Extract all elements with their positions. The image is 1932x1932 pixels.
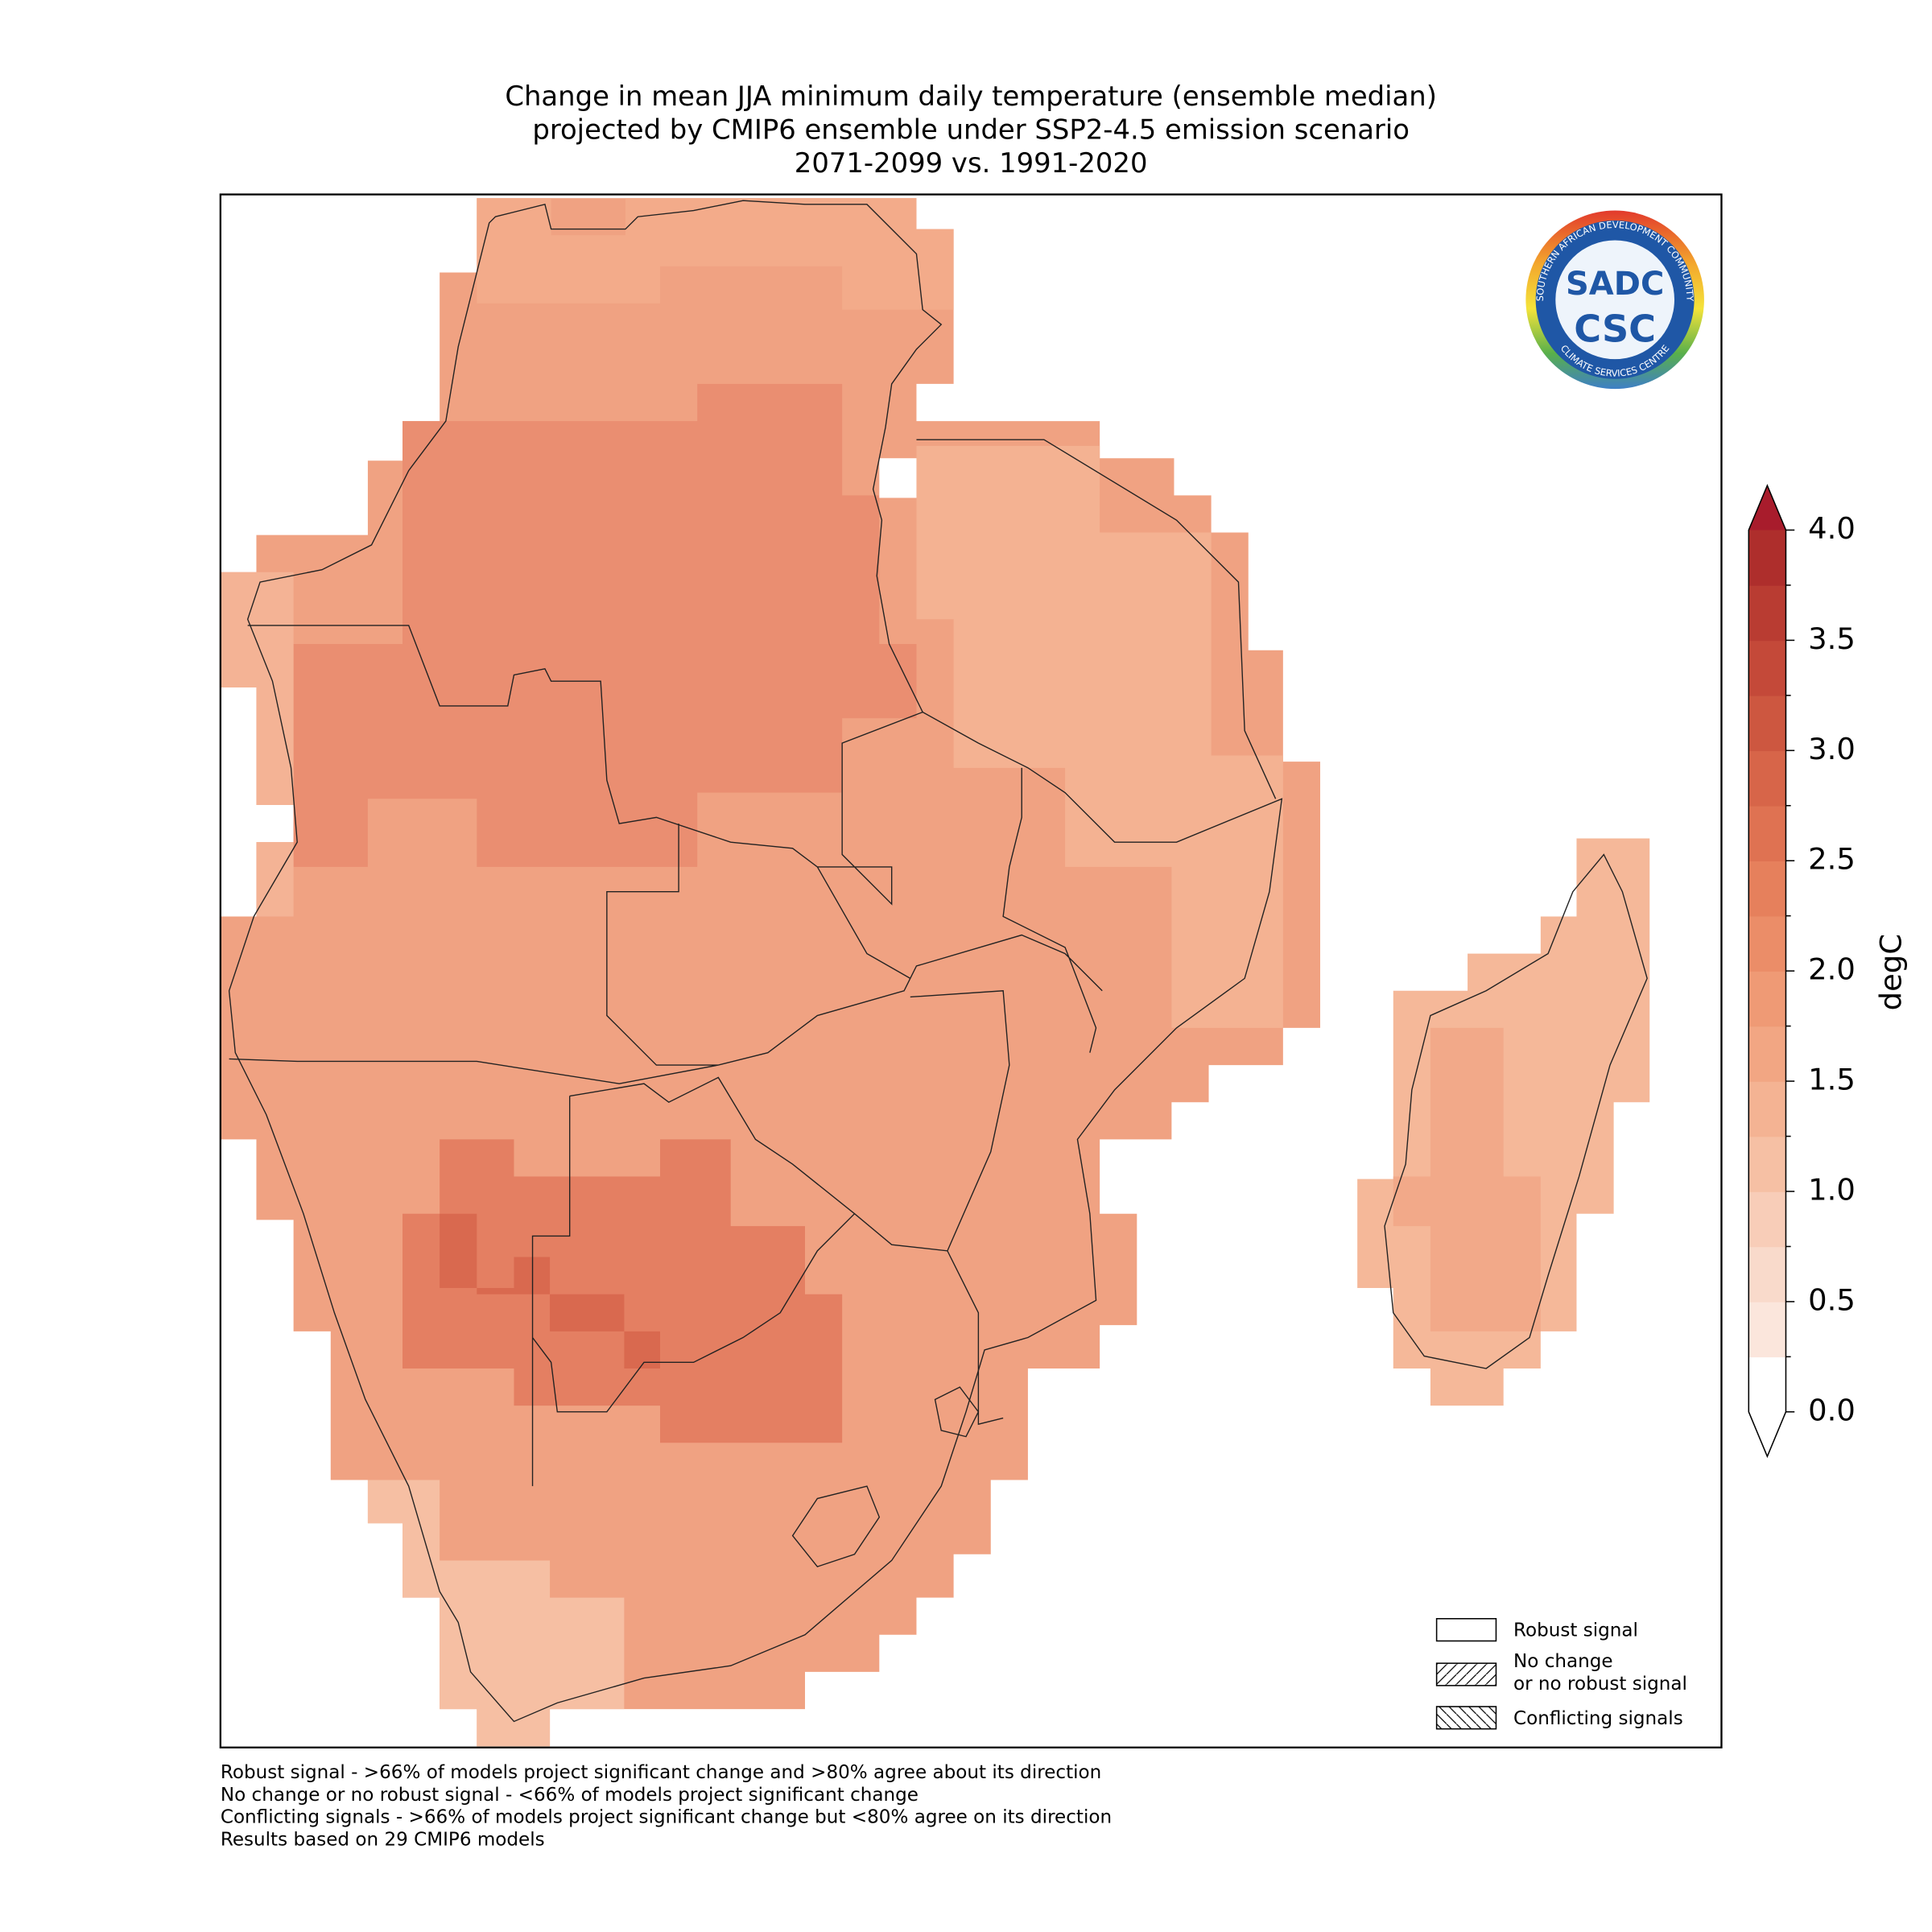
legend-label: Robust signal	[1513, 1620, 1638, 1641]
logo-center	[1555, 240, 1674, 360]
north-zone	[477, 198, 954, 310]
colorbar-extend-over	[1748, 485, 1786, 530]
colorbar-bin	[1748, 1081, 1786, 1137]
legend-swatch	[1435, 1618, 1497, 1642]
logo-sadc: SADC	[1566, 266, 1664, 303]
colorbar-bin	[1748, 1191, 1786, 1248]
colorbar-bin	[1748, 1356, 1786, 1413]
colorbar-bin	[1748, 1246, 1786, 1302]
colorbar-bin	[1748, 1026, 1786, 1082]
colorbar-bin	[1748, 530, 1786, 586]
legend: Robust signal No change or no robust sig…	[1435, 1618, 1687, 1730]
colorbar-bin	[1748, 640, 1786, 696]
legend-swatch	[1435, 1706, 1497, 1730]
colorbar-tick-label: 1.0	[1808, 1173, 1856, 1208]
west-coast-zone	[220, 572, 294, 917]
colorbar-tick-label: 0.5	[1808, 1282, 1856, 1317]
footnote: Results based on 29 CMIP6 models	[221, 1829, 545, 1850]
colorbar-tick-label: 1.5	[1808, 1063, 1856, 1097]
colorbar-bin	[1748, 971, 1786, 1027]
logo: SOUTHERN AFRICAN DEVELOPMENT COMMUNITY C…	[1525, 210, 1704, 390]
colorbar-extend-under	[1748, 1411, 1786, 1457]
lesotho	[791, 1485, 881, 1567]
legend-label: or no robust signal	[1513, 1674, 1687, 1695]
legend-label: Conflicting signals	[1513, 1708, 1683, 1729]
colorbar-tick-label: 2.5	[1808, 842, 1856, 877]
colorbar: 0.0 0.5 1.0 1.5 2.0 2.5 3.0 3.5 4.0	[1748, 484, 1856, 1459]
title-line: projected by CMIP6 ensemble under SSP2-4…	[532, 114, 1410, 145]
legend-swatch	[1435, 1662, 1497, 1686]
country-borders	[229, 439, 1277, 1487]
colorbar-tick-label: 3.5	[1808, 621, 1856, 656]
map	[219, 193, 1723, 1748]
legend-label: No change	[1513, 1651, 1613, 1672]
colorbar-bin	[1748, 915, 1786, 972]
footnote: Robust signal - >66% of models project s…	[221, 1762, 1101, 1783]
colorbar-bin	[1748, 1301, 1786, 1358]
colorbar-outline	[1748, 484, 1787, 1459]
colorbar-tick-label: 2.0	[1808, 952, 1856, 987]
colorbar-bin	[1748, 695, 1786, 752]
logo-csc: CSC	[1574, 308, 1656, 351]
footnote: Conflicting signals - >66% of models pro…	[221, 1807, 1112, 1828]
east-zone	[916, 445, 1283, 1028]
eswatini	[934, 1386, 980, 1438]
kalahari-zone	[402, 1139, 843, 1443]
colorbar-label: degC	[1873, 934, 1908, 1010]
title-line: Change in mean JJA minimum daily tempera…	[505, 80, 1437, 112]
madagascar-inner	[1393, 1027, 1541, 1331]
colorbar-bin	[1748, 750, 1786, 807]
colorbar-tick-label: 4.0	[1808, 511, 1856, 546]
colorbar-bin	[1748, 584, 1786, 642]
title-line: 2071-2099 vs. 1991-2020	[795, 147, 1148, 179]
south-coast-zone	[367, 1480, 625, 1747]
map-frame	[219, 193, 1723, 1748]
central-zone	[293, 383, 917, 867]
colorbar-tick-label: 3.0	[1808, 732, 1856, 766]
colorbar-tick-label: 0.0	[1808, 1393, 1856, 1427]
madagascar-coast	[1384, 853, 1648, 1369]
colorbar-bin	[1748, 861, 1786, 917]
footnote: No change or no robust signal - <66% of …	[221, 1785, 919, 1806]
kalahari-core	[440, 1213, 660, 1368]
coastline	[228, 200, 1283, 1723]
colorbar-bin	[1748, 1136, 1786, 1192]
colorbar-bin	[1748, 805, 1786, 861]
lake-gap	[879, 458, 917, 498]
